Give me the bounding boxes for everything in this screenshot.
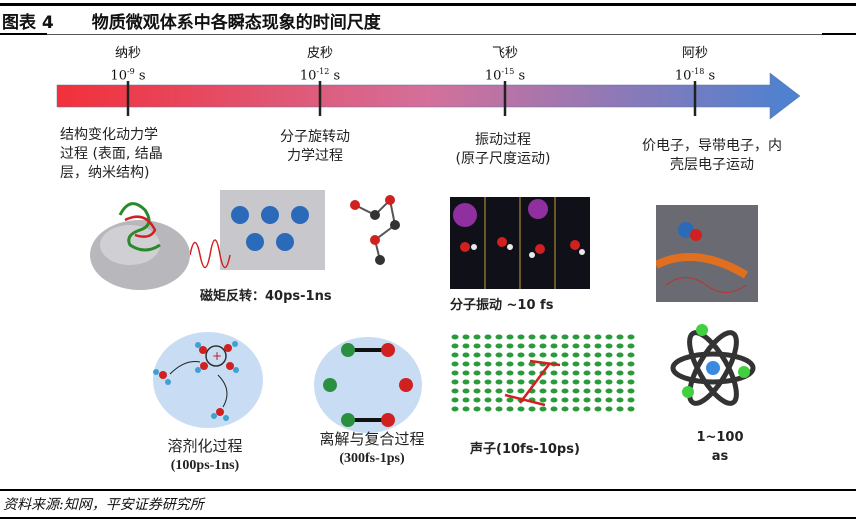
phonon-lattice-image — [450, 333, 636, 415]
caption-vibration: 分子振动 ~10 fs — [450, 298, 554, 313]
title-rule-left — [0, 33, 47, 35]
caption-atom: 1~100 as — [696, 430, 744, 464]
title-rule-right — [822, 33, 856, 35]
electron-dynamics-image — [656, 205, 758, 302]
molecule-image — [350, 195, 400, 265]
source-note: 资料来源:知网，平安证券研究所 — [3, 497, 204, 513]
desc-electron: 价电子，导带电子，内 壳层电子运动 — [642, 138, 782, 173]
desc-structural: 结构变化动力学 过程 (表面, 结晶 层，纳米结构) — [60, 127, 163, 181]
bottom-rule — [0, 517, 856, 519]
figure-number: 图表 4 — [2, 13, 54, 33]
magnetic-moment-image — [190, 190, 325, 270]
tick-label-ns: 纳秒 10-9 s — [110, 46, 146, 84]
svg-text:+: + — [212, 349, 222, 363]
protein-structure-image — [90, 202, 190, 290]
timeline-arrow — [56, 72, 801, 120]
caption-phonon: 声子(10fs-10ps) — [470, 442, 580, 457]
source-rule — [0, 489, 856, 491]
dissociation-recombination-image — [314, 337, 422, 433]
desc-vibration: 振动过程 (原子尺度运动) — [455, 132, 551, 167]
tick-label-as: 阿秒 10-18 s — [674, 46, 716, 84]
top-rule — [0, 3, 856, 6]
title-rule — [47, 34, 822, 35]
caption-solvation: 溶剂化过程 (100ps-1ns) — [167, 437, 243, 473]
caption-dissociation: 离解与复合过程 (300fs-1ps) — [319, 430, 425, 466]
tick-label-fs: 飞秒 10-15 s — [484, 46, 526, 84]
solvation-image: + — [153, 332, 263, 428]
figure-title: 图表 4 物质微观体系中各瞬态现象的时间尺度 — [2, 8, 381, 33]
tick-label-ps: 皮秒 10-12 s — [299, 46, 341, 84]
atom-image — [670, 324, 756, 406]
molecular-vibration-image — [450, 197, 590, 289]
figure-title-text: 物质微观体系中各瞬态现象的时间尺度 — [91, 13, 381, 33]
caption-magnetic: 磁矩反转：40ps-1ns — [200, 289, 332, 304]
desc-rotation: 分子旋转动 力学过程 — [280, 129, 350, 164]
